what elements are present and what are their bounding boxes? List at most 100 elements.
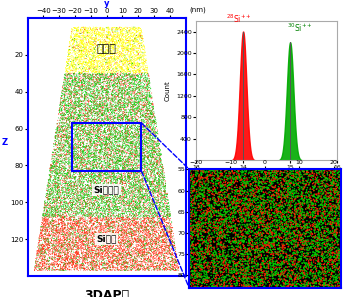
Point bbox=[97, 40, 102, 45]
Point bbox=[87, 109, 93, 113]
Point bbox=[71, 228, 77, 233]
Point bbox=[102, 71, 108, 75]
Point bbox=[272, 217, 278, 222]
Point bbox=[142, 234, 147, 239]
Point bbox=[278, 272, 283, 277]
Point bbox=[138, 154, 144, 159]
Point bbox=[130, 121, 136, 126]
Point bbox=[127, 132, 133, 137]
Point bbox=[93, 37, 99, 42]
Point bbox=[157, 174, 162, 179]
Point bbox=[242, 245, 248, 250]
Point bbox=[151, 194, 156, 199]
Point bbox=[127, 267, 133, 271]
Point bbox=[66, 108, 72, 113]
Point bbox=[168, 249, 173, 254]
Point bbox=[126, 156, 131, 160]
Point bbox=[123, 230, 129, 235]
Point bbox=[286, 219, 292, 224]
Point bbox=[206, 275, 212, 280]
Point bbox=[62, 75, 67, 80]
Point bbox=[312, 211, 318, 216]
Point bbox=[227, 181, 233, 185]
Point bbox=[194, 275, 200, 280]
Point bbox=[77, 209, 83, 214]
Point bbox=[116, 173, 121, 178]
Point bbox=[157, 265, 162, 270]
Point bbox=[106, 142, 112, 147]
Point bbox=[133, 106, 138, 111]
Point bbox=[284, 273, 290, 278]
Point bbox=[56, 267, 61, 272]
Point bbox=[259, 232, 265, 236]
Point bbox=[69, 214, 75, 219]
Point bbox=[194, 278, 200, 282]
Point bbox=[239, 211, 245, 216]
Point bbox=[122, 80, 128, 85]
Point bbox=[186, 213, 192, 218]
Point bbox=[61, 229, 66, 234]
Point bbox=[141, 127, 147, 132]
Point bbox=[99, 148, 105, 153]
Point bbox=[144, 244, 149, 248]
Point bbox=[98, 177, 104, 182]
Point bbox=[135, 61, 141, 66]
Point bbox=[320, 224, 325, 229]
Point bbox=[320, 211, 326, 215]
Point bbox=[159, 227, 164, 232]
Point bbox=[128, 123, 134, 128]
Point bbox=[69, 263, 75, 268]
Point bbox=[128, 193, 133, 198]
Point bbox=[102, 111, 107, 116]
Point bbox=[78, 40, 84, 45]
Point bbox=[147, 180, 153, 184]
Point bbox=[112, 104, 118, 108]
Point bbox=[57, 178, 62, 182]
Point bbox=[106, 102, 112, 106]
Point bbox=[112, 203, 118, 208]
Point bbox=[92, 150, 98, 155]
Point bbox=[88, 127, 93, 132]
Point bbox=[222, 282, 227, 287]
Point bbox=[76, 97, 81, 101]
Point bbox=[90, 84, 95, 89]
Point bbox=[235, 195, 240, 200]
Point bbox=[130, 109, 136, 114]
Point bbox=[296, 194, 301, 198]
Point bbox=[156, 257, 161, 261]
Point bbox=[91, 248, 96, 253]
Point bbox=[150, 224, 156, 229]
Point bbox=[110, 199, 116, 203]
Point bbox=[214, 172, 220, 176]
Point bbox=[69, 29, 74, 34]
Point bbox=[88, 130, 94, 135]
Point bbox=[264, 242, 269, 247]
Point bbox=[134, 103, 140, 108]
Point bbox=[133, 107, 139, 112]
Point bbox=[164, 208, 170, 212]
Point bbox=[279, 270, 285, 274]
Point bbox=[71, 199, 76, 204]
Point bbox=[115, 115, 120, 120]
Point bbox=[131, 200, 137, 205]
Point bbox=[197, 180, 203, 184]
Point bbox=[92, 133, 97, 138]
Point bbox=[120, 113, 125, 118]
Point bbox=[118, 37, 123, 42]
Point bbox=[141, 200, 147, 205]
Point bbox=[68, 113, 73, 118]
Point bbox=[50, 242, 56, 247]
Point bbox=[85, 260, 91, 265]
Point bbox=[311, 244, 316, 249]
Point bbox=[77, 48, 83, 53]
Point bbox=[326, 248, 331, 252]
Point bbox=[47, 256, 53, 260]
Point bbox=[316, 253, 321, 258]
Point bbox=[139, 222, 144, 226]
Point bbox=[88, 241, 93, 246]
Point bbox=[45, 239, 51, 244]
Point bbox=[80, 33, 86, 38]
Point bbox=[119, 39, 125, 43]
Point bbox=[72, 182, 77, 187]
Point bbox=[97, 33, 103, 38]
